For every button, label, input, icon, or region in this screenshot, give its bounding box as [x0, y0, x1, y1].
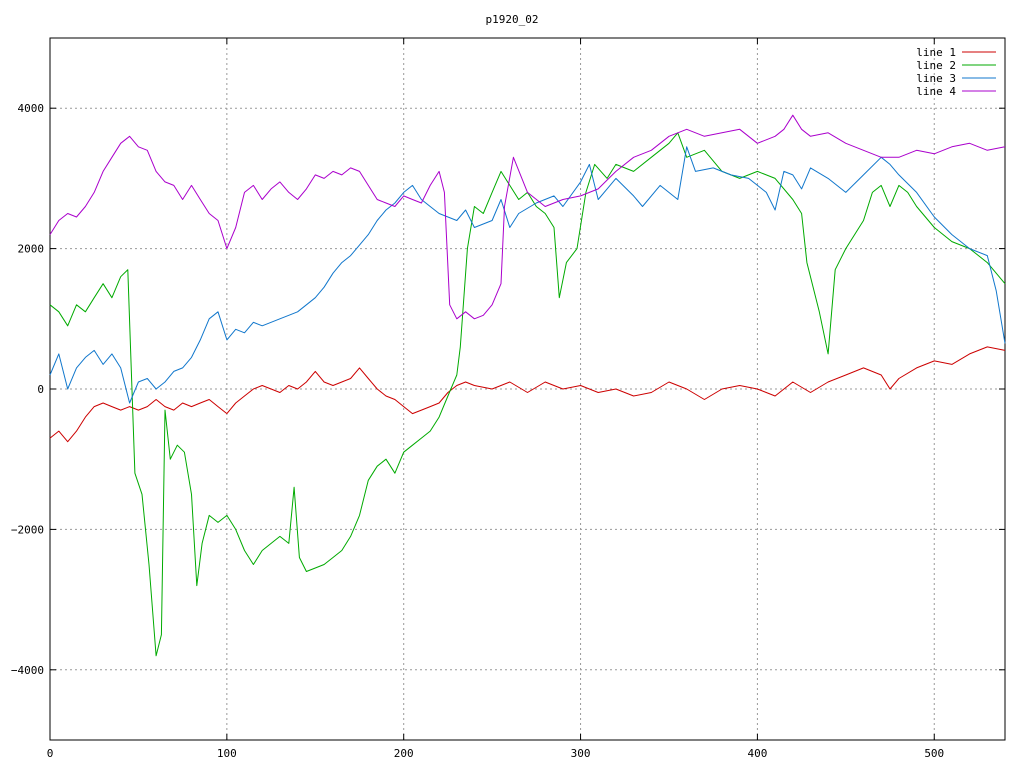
series-line-2	[49, 132, 1006, 657]
legend-label: line 1	[916, 46, 956, 59]
legend-label: line 4	[916, 85, 956, 98]
chart-title: p1920_02	[486, 13, 539, 26]
y-tick-label: 2000	[18, 243, 45, 256]
series-group	[49, 114, 1006, 657]
x-tick-label: 0	[47, 747, 54, 760]
x-tick-label: 300	[571, 747, 591, 760]
x-tick-label: 500	[924, 747, 944, 760]
x-tick-label: 400	[747, 747, 767, 760]
series-line-4	[49, 114, 1006, 320]
y-tick-label: −2000	[11, 523, 44, 536]
y-tick-label: 4000	[18, 102, 45, 115]
y-tick-label: −4000	[11, 664, 44, 677]
x-tick-label: 100	[217, 747, 237, 760]
x-tick-label: 200	[394, 747, 414, 760]
grid-lines	[50, 38, 1005, 740]
y-tick-label: 0	[37, 383, 44, 396]
series-line-1	[49, 346, 1006, 443]
series-line-3	[49, 146, 1006, 404]
legend-label: line 3	[916, 72, 956, 85]
axis-ticks: 0 100 200 300 400 500 −4000 −2000 0 2000 4000	[11, 38, 1005, 760]
legend-label: line 2	[916, 59, 956, 72]
